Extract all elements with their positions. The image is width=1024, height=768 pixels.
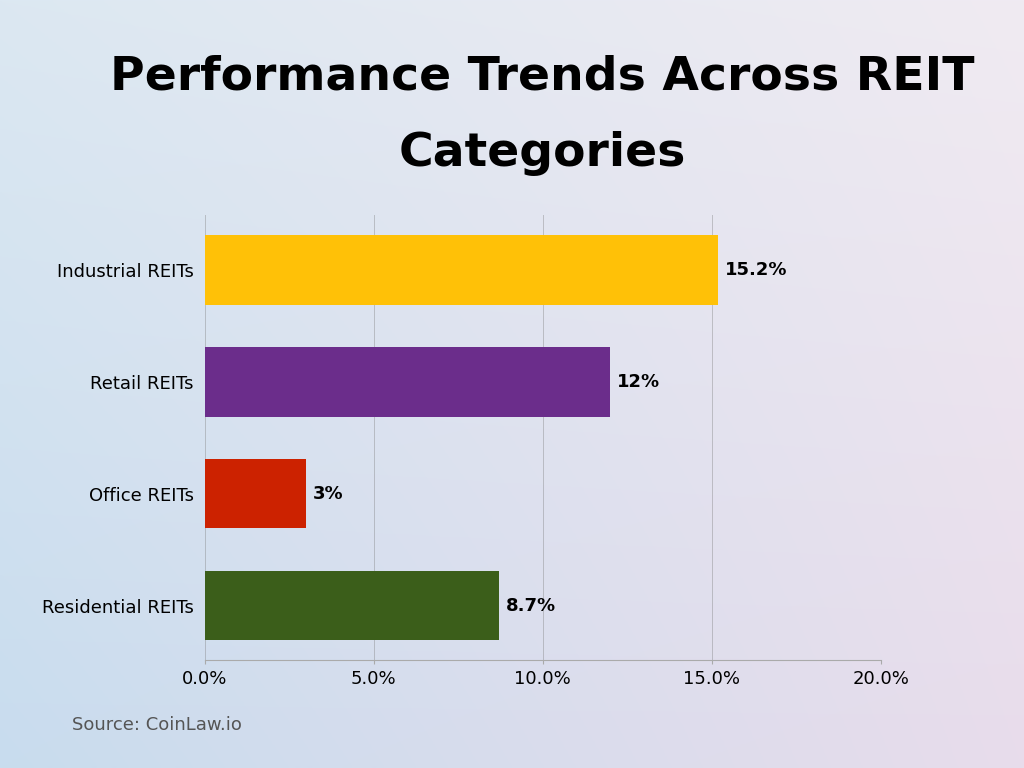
Text: Source: CoinLaw.io: Source: CoinLaw.io (72, 716, 242, 733)
Text: 8.7%: 8.7% (506, 597, 556, 614)
Bar (205, 235, 719, 305)
Text: Categories: Categories (399, 131, 686, 176)
Bar (205, 459, 306, 528)
Text: 12%: 12% (617, 372, 660, 391)
Text: 15.2%: 15.2% (725, 261, 787, 279)
Text: 3%: 3% (313, 485, 344, 503)
Bar (205, 347, 610, 416)
Bar (205, 571, 499, 641)
Text: Performance Trends Across REIT: Performance Trends Across REIT (111, 55, 975, 99)
